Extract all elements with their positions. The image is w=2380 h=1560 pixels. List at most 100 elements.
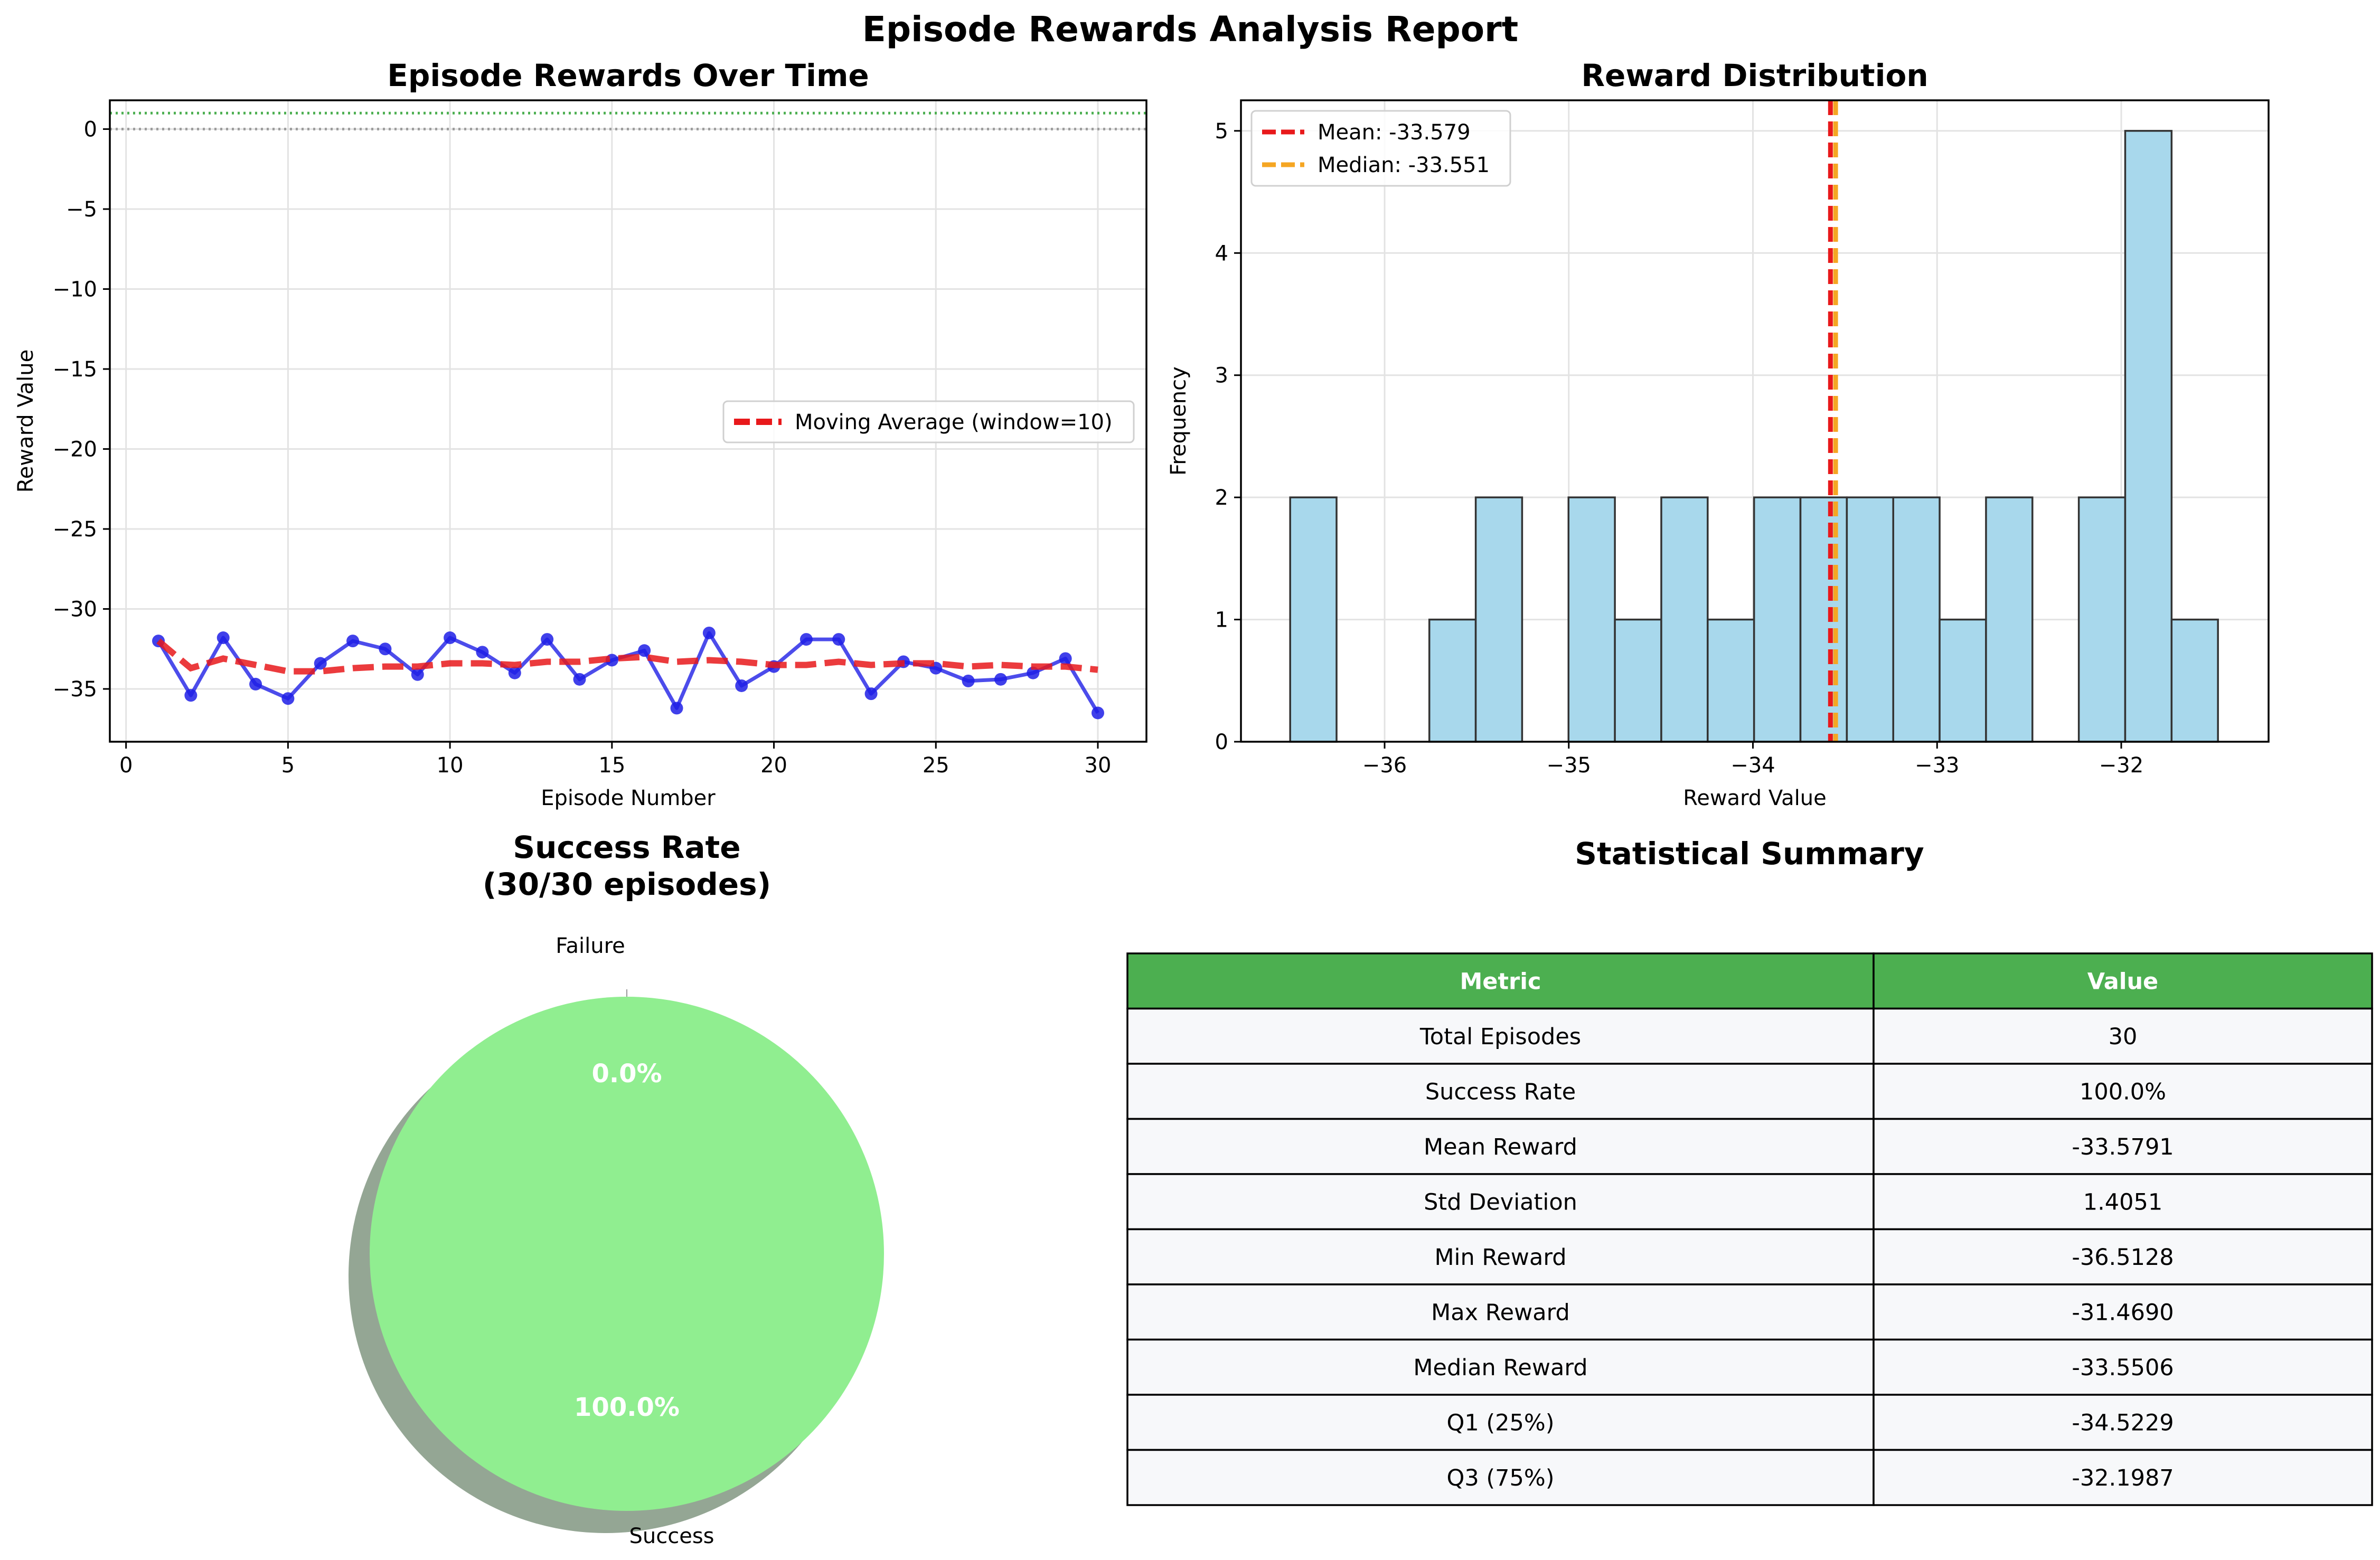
x-axis-label: Reward Value — [1683, 786, 1827, 810]
table-value-cell: -31.4690 — [2072, 1299, 2174, 1326]
success-pie-chart: Success Rate(30/30 episodes) 0.0% 100.0% Fa… — [349, 829, 884, 1548]
reward-data-point — [1091, 706, 1104, 720]
table-cell — [1873, 1449, 2373, 1506]
x-tick-label: 10 — [437, 753, 464, 778]
moving-average-line — [156, 638, 1098, 675]
y-tick-label: −25 — [53, 517, 97, 542]
reward-data-point — [573, 673, 586, 686]
reward-data-point — [702, 626, 716, 639]
pie-slice-success — [370, 997, 884, 1511]
table-value-cell: -33.5791 — [2072, 1134, 2174, 1160]
table-cell — [1126, 1394, 1875, 1451]
table-cell — [1873, 1394, 2373, 1451]
y-axis-label: Frequency — [1167, 366, 1191, 476]
histogram-bar — [1799, 496, 1848, 743]
histogram-bar — [1892, 496, 1941, 743]
y-tick-label: 0 — [1215, 730, 1228, 754]
reward-data-point — [832, 633, 845, 646]
table-cell — [1873, 1173, 2373, 1231]
reward-data-point — [1059, 652, 1072, 665]
y-tick-label: −15 — [53, 357, 97, 382]
rewards-line-chart: Episode Rewards Over Time 0 5 10 15 20 25 30 0 −5… — [14, 58, 1147, 810]
table-metric-cell: Q3 (75%) — [1447, 1465, 1555, 1491]
table-cell — [1873, 1283, 2373, 1341]
histogram-frame — [1240, 99, 2270, 743]
x-tick-label: 30 — [1085, 753, 1112, 778]
histogram-bar — [1614, 618, 1662, 743]
suptitle: Episode Rewards Analysis Report — [862, 9, 1518, 50]
x-tick-label: −34 — [1730, 753, 1775, 778]
table-metric-cell: Median Reward — [1413, 1355, 1587, 1381]
x-tick-label: −36 — [1362, 753, 1407, 778]
x-tick-label: 25 — [923, 753, 949, 778]
y-tick-label: −35 — [53, 677, 97, 702]
y-tick-label: 5 — [1215, 119, 1228, 144]
reward-data-point — [994, 673, 1007, 686]
pie-label-success: Success — [629, 1524, 714, 1548]
pie-pct-label-success: 100.0% — [574, 1393, 680, 1422]
x-tick-label: −32 — [2099, 753, 2143, 778]
table-metric-cell: Success Rate — [1425, 1079, 1576, 1105]
reward-data-point — [799, 633, 813, 646]
histogram-bar — [1567, 496, 1616, 743]
table-cell — [1126, 1283, 1875, 1341]
table-metric-cell: Min Reward — [1434, 1244, 1566, 1271]
reward-data-point — [346, 635, 360, 648]
pie-title-line-2: (30/30 episodes) — [483, 866, 771, 902]
table-value-cell: -34.5229 — [2072, 1410, 2174, 1436]
histogram-bar — [1846, 496, 1894, 743]
reward-data-point — [184, 689, 197, 702]
y-axis-label: Reward Value — [14, 349, 38, 493]
histogram-bar — [2170, 618, 2219, 743]
reward-histogram: Reward Distribution −36 −35 −34 −33 −32 0 1 2 3 4 5… — [1167, 58, 2270, 810]
table-cell — [1126, 1228, 1875, 1285]
table-value-cell: -32.1987 — [2072, 1465, 2174, 1491]
line-chart-frame — [109, 99, 1147, 743]
table-value-cell: 1.4051 — [2083, 1189, 2162, 1215]
y-tick-label: −20 — [53, 438, 97, 462]
reward-data-point — [735, 679, 748, 692]
reward-data-point — [217, 631, 230, 645]
table-value-cell: -33.5506 — [2072, 1355, 2174, 1381]
reward-data-point — [864, 687, 878, 701]
table-header-metric: Metric — [1460, 968, 1541, 995]
legend-label: Median: -33.551 — [1318, 153, 1490, 177]
y-tick-label: 3 — [1215, 364, 1228, 388]
reward-data-point — [444, 631, 457, 645]
table-title: Statistical Summary — [1575, 836, 1924, 872]
pie-label-failure: Failure — [556, 934, 625, 958]
table-cell — [1873, 1118, 2373, 1175]
table-metric-cell: Mean Reward — [1424, 1134, 1577, 1160]
line-chart-title: Episode Rewards Over Time — [387, 58, 869, 93]
histogram-bar — [1985, 496, 2034, 743]
reward-data-point — [281, 692, 295, 705]
histogram-bar — [1753, 496, 1802, 743]
statistical-summary-table: Statistical Summary Metric Value Total Epis… — [1126, 836, 2373, 1506]
x-tick-label: −35 — [1547, 753, 1591, 778]
reward-data-point — [476, 646, 489, 659]
histogram-bar — [1660, 496, 1709, 743]
reward-data-point — [670, 702, 683, 715]
x-axis-label: Episode Number — [541, 786, 716, 810]
pie-title-line-1: Success Rate — [513, 829, 740, 865]
reward-data-point — [249, 677, 262, 691]
table-value-cell: 30 — [2109, 1024, 2138, 1050]
histogram-bar — [1707, 618, 1755, 743]
x-tick-label: 15 — [598, 753, 625, 778]
histogram-bar — [1474, 496, 1523, 743]
y-tick-label: 4 — [1215, 241, 1228, 266]
table-header-cell — [1873, 952, 2373, 1010]
y-tick-label: −30 — [53, 598, 97, 622]
reward-data-point — [541, 633, 554, 646]
table-cell — [1873, 1063, 2373, 1120]
x-tick-label: 5 — [281, 753, 295, 778]
line-chart-legend — [722, 400, 1135, 443]
table-header-value: Value — [2087, 968, 2158, 995]
y-tick-label: 1 — [1215, 608, 1228, 632]
x-tick-label: 20 — [760, 753, 787, 778]
histogram-bar — [2077, 496, 2127, 743]
histogram-title: Reward Distribution — [1581, 58, 1928, 93]
legend-label: Mean: -33.579 — [1318, 120, 1471, 145]
histogram-bar — [1939, 618, 1987, 743]
